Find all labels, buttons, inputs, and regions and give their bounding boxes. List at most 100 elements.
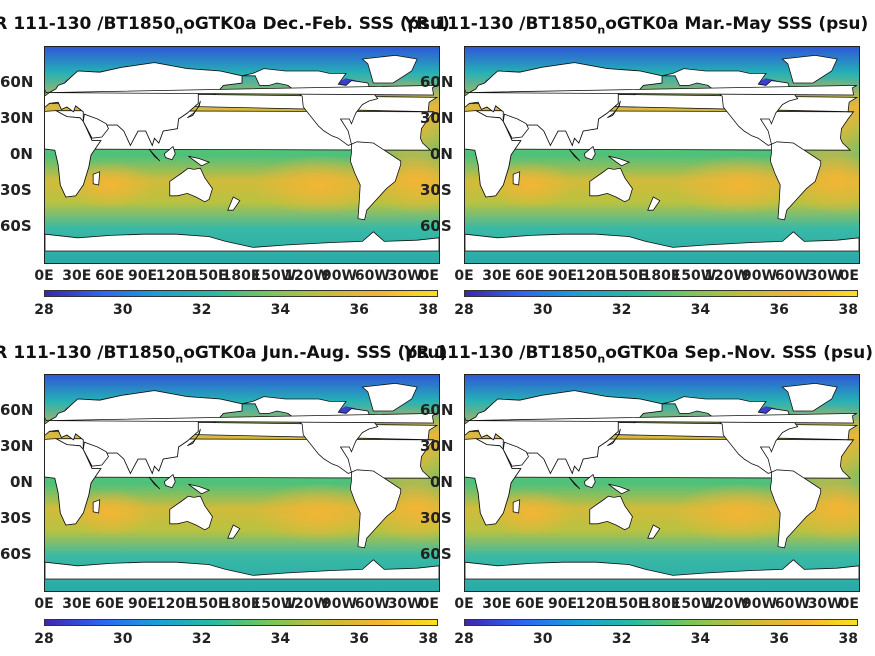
colorbar-tick-label: 30: [533, 631, 553, 647]
sss-map: [44, 46, 440, 264]
lon-tick-label: 90W: [742, 268, 777, 284]
sss-map: [44, 374, 440, 592]
colorbar-tick-label: 28: [454, 631, 474, 647]
land-mask: [45, 417, 47, 422]
lon-tick-label: 60E: [95, 596, 125, 612]
lon-tick-label: 30E: [482, 268, 512, 284]
land-mask: [188, 155, 211, 167]
lon-tick-label: 30W: [387, 268, 423, 284]
land-mask: [647, 524, 661, 539]
land-mask: [45, 438, 102, 526]
land-mask: [45, 390, 243, 475]
colorbar-tick-label: 28: [34, 302, 54, 318]
colorbar-tick-label: 32: [191, 631, 212, 647]
land-mask: [45, 110, 102, 198]
land-mask: [583, 473, 596, 489]
lon-tick-label: 90E: [547, 268, 578, 284]
lat-tick-label: 60N: [420, 73, 454, 91]
colorbar-tick-label: 38: [418, 302, 438, 318]
lon-tick-label: 180E: [641, 596, 681, 612]
land-mask: [769, 469, 822, 549]
sss-map: [464, 46, 860, 264]
colorbar-tick-label: 36: [769, 302, 789, 318]
salinity-maximum: [672, 483, 805, 543]
colorbar-tick-label: 36: [349, 631, 369, 647]
lat-tick-label: 30N: [420, 109, 454, 127]
land-mask: [568, 148, 581, 162]
lon-tick-label: 90W: [322, 596, 357, 612]
land-mask: [607, 100, 621, 119]
salinity-maximum: [486, 161, 575, 209]
land-mask: [512, 499, 521, 514]
lon-tick-label: 0E: [419, 596, 439, 612]
land-mask: [46, 413, 438, 424]
land-mask: [163, 473, 176, 489]
land-mask: [589, 495, 633, 531]
lon-tick-label: 30W: [807, 268, 843, 284]
panel-title: YR 111-130 /BT1850noGTK0a Sep.-Nov. SSS …: [404, 343, 873, 366]
lat-tick-label: 30N: [420, 437, 454, 455]
lon-tick-label: 120W: [284, 596, 329, 612]
lat-tick-label: 60S: [420, 217, 452, 235]
colorbar-tick-label: 30: [113, 302, 133, 318]
colorbar-tick-label: 34: [270, 631, 291, 647]
lon-tick-label: 0E: [34, 596, 54, 612]
salinity-maximum: [66, 161, 155, 209]
lon-tick-label: 0E: [419, 268, 439, 284]
lon-tick-label: 120W: [284, 268, 329, 284]
lat-tick-label: 60S: [0, 545, 32, 563]
panel-title: YR 111-130 /BT1850noGTK0a Dec.-Feb. SSS …: [0, 14, 450, 37]
lat-tick-label: 30S: [420, 509, 452, 527]
panel-title: YR 111-130 /BT1850noGTK0a Jun.-Aug. SSS …: [0, 343, 448, 366]
land-mask: [163, 145, 176, 161]
colorbar-tick-label: 36: [349, 302, 369, 318]
land-mask: [227, 524, 241, 539]
lon-tick-label: 150W: [251, 596, 297, 612]
land-mask: [465, 438, 522, 526]
sss-map: [464, 374, 860, 592]
lat-tick-label: 0N: [430, 145, 453, 163]
lon-tick-label: 60W: [354, 268, 390, 284]
land-mask: [187, 428, 201, 447]
land-mask: [188, 483, 211, 495]
land-mask: [589, 167, 633, 203]
colorbar-tick-label: 38: [838, 302, 858, 318]
lon-tick-label: 90E: [127, 268, 158, 284]
colorbar: [44, 619, 438, 626]
land-mask: [82, 441, 109, 467]
colorbar: [464, 619, 858, 626]
colorbar-tick-label: 34: [690, 631, 711, 647]
lon-tick-label: 30E: [482, 596, 512, 612]
land-mask: [187, 100, 201, 119]
lat-tick-label: 30S: [0, 509, 32, 527]
colorbar-tick-label: 30: [533, 302, 553, 318]
lon-tick-label: 90E: [127, 596, 158, 612]
lon-tick-label: 150W: [251, 268, 297, 284]
land-mask: [349, 141, 402, 221]
land-mask: [169, 495, 213, 531]
lon-tick-label: 0E: [454, 268, 474, 284]
colorbar: [44, 290, 438, 297]
land-mask: [466, 413, 858, 424]
land-mask: [45, 231, 439, 252]
lon-tick-label: 120W: [704, 268, 749, 284]
lon-tick-label: 0E: [34, 268, 54, 284]
lon-tick-label: 150E: [608, 596, 648, 612]
lat-tick-label: 30S: [420, 181, 452, 199]
lon-tick-label: 30W: [807, 596, 843, 612]
lat-tick-label: 30N: [0, 437, 34, 455]
land-mask: [361, 382, 418, 412]
land-mask: [502, 113, 529, 139]
lon-tick-label: 120W: [704, 596, 749, 612]
land-mask: [92, 171, 101, 186]
lat-tick-label: 60N: [0, 73, 34, 91]
salinity-maximum: [486, 489, 575, 537]
colorbar-tick-label: 32: [611, 631, 632, 647]
lon-tick-label: 150W: [671, 268, 717, 284]
lon-tick-label: 120E: [155, 268, 195, 284]
lon-tick-label: 60E: [515, 268, 545, 284]
lon-tick-label: 0E: [839, 596, 859, 612]
lon-tick-label: 90E: [547, 596, 578, 612]
land-mask: [227, 196, 241, 211]
lat-tick-label: 30S: [0, 181, 32, 199]
